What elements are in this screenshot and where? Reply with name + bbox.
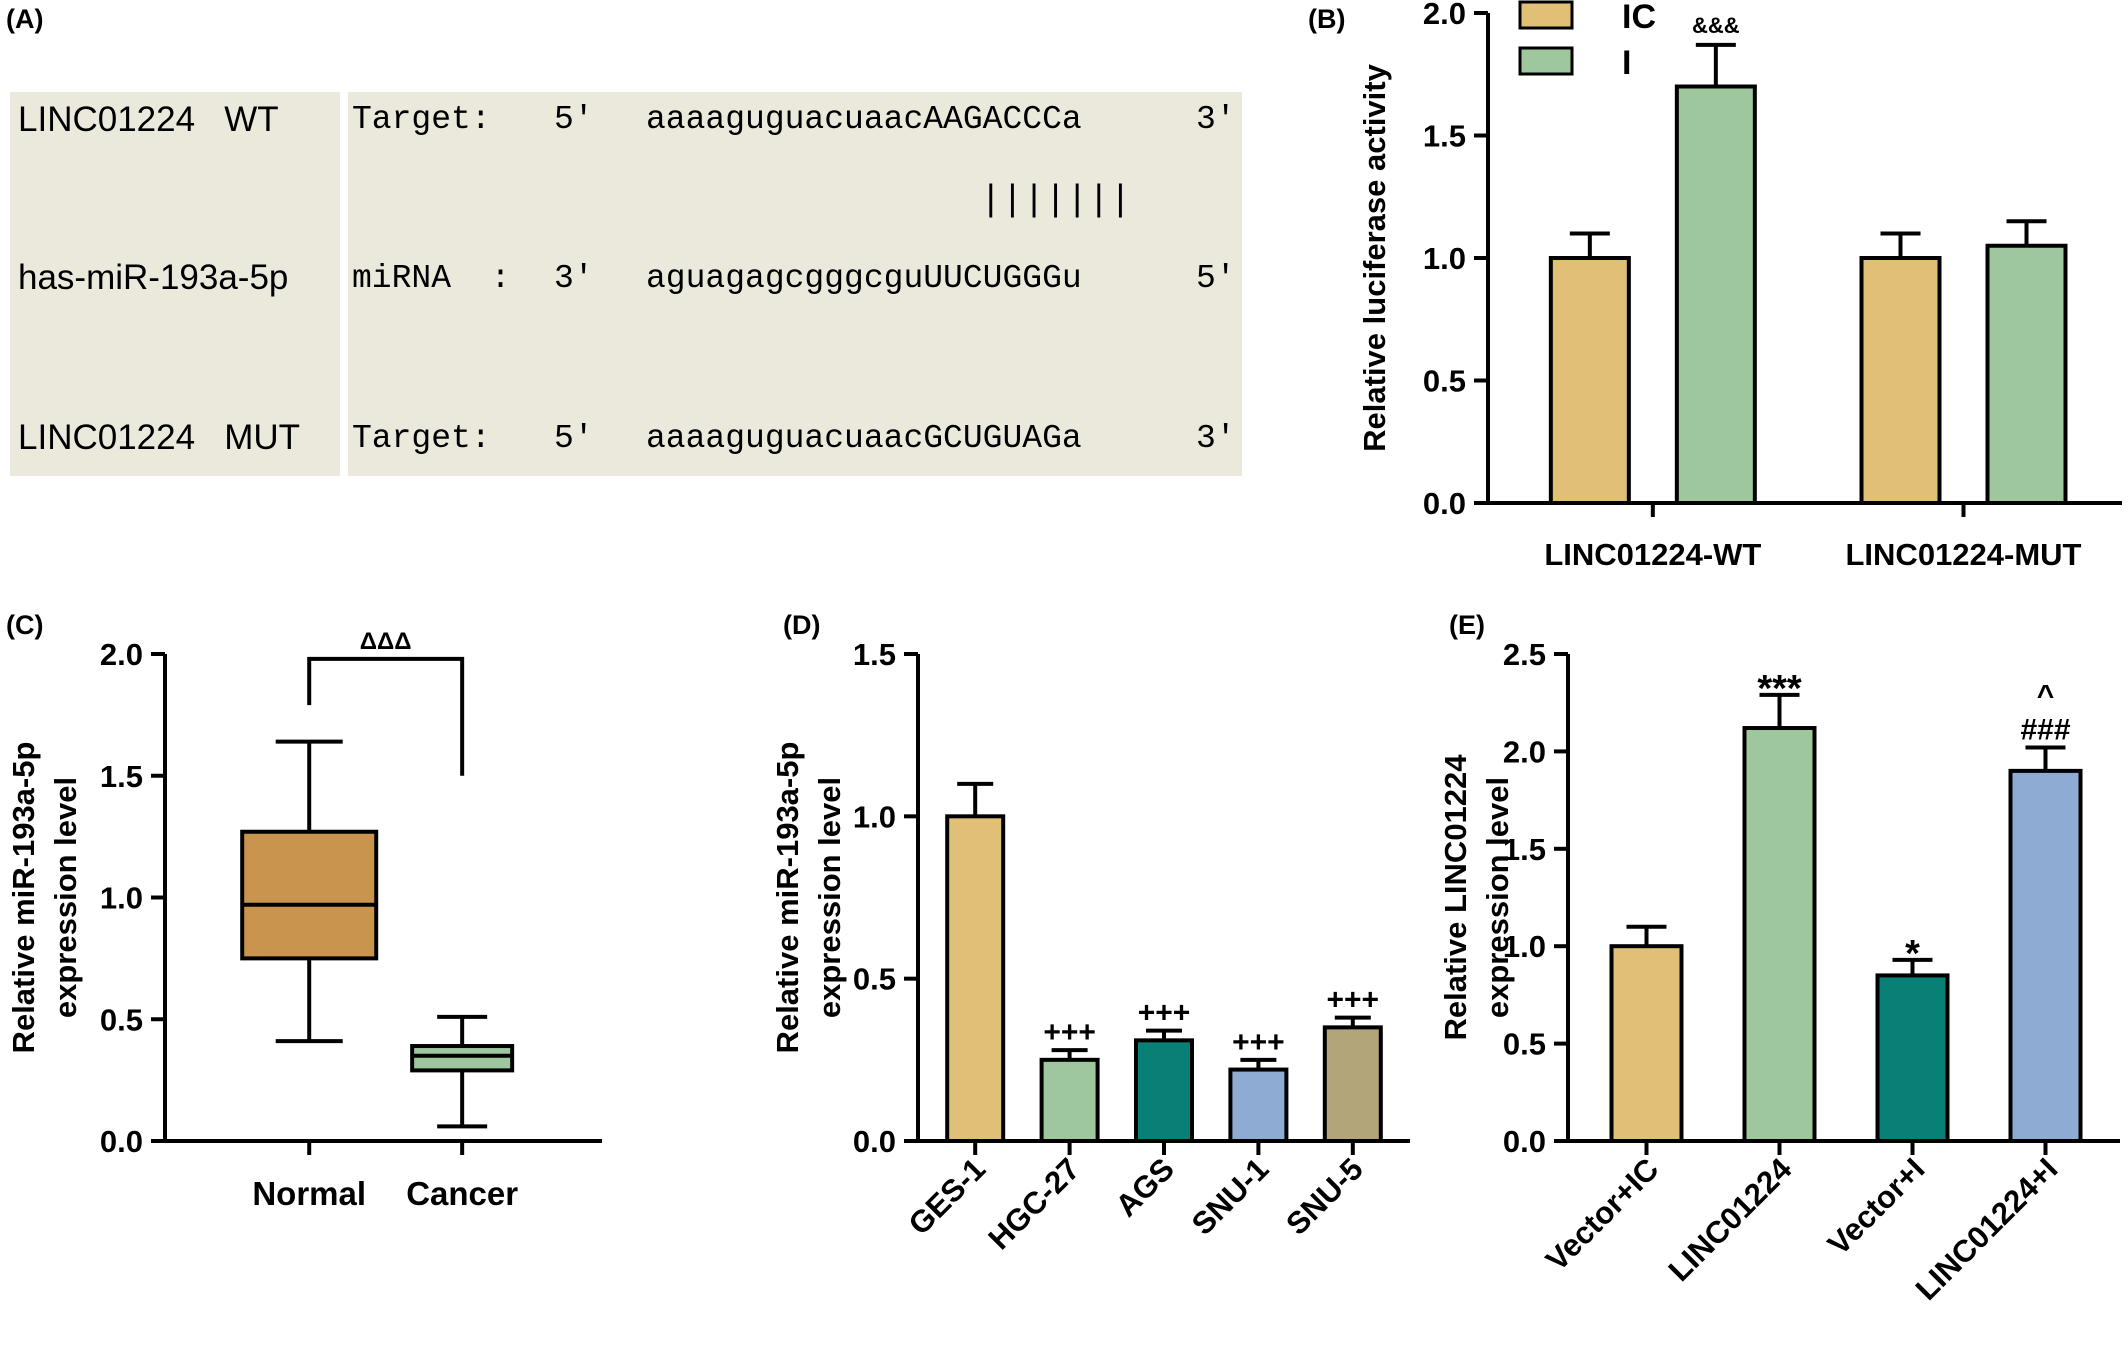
- significance-annotation: ###: [2020, 714, 2070, 747]
- box-0: [240, 829, 379, 961]
- y-tick-label: 0.5: [1423, 364, 1466, 399]
- significance-bracket: [307, 656, 465, 776]
- significance-annotation: +++: [1138, 997, 1191, 1030]
- y-tick-label: 2.0: [100, 637, 143, 672]
- y-axis-label: Relative luciferase activity: [1357, 63, 1392, 451]
- legend-swatch-i: [1518, 46, 1574, 76]
- x-tick-label: SNU-5: [1279, 1151, 1370, 1242]
- bar-i-0: [1674, 84, 1757, 505]
- bar-1: [1742, 726, 1817, 1144]
- bar-0: [945, 814, 1006, 1143]
- x-tick-label: GES-1: [902, 1151, 993, 1242]
- bar-2: [1134, 1038, 1194, 1143]
- seq-name-mut: LINC01224 MUT: [18, 418, 301, 457]
- legend-label-i: I: [1622, 44, 1631, 82]
- panel-label-b: (B): [1308, 4, 1346, 34]
- seq-end5-wt: 5': [554, 101, 594, 138]
- x-tick-label: SNU-1: [1185, 1151, 1276, 1242]
- bar-0: [1609, 944, 1684, 1144]
- y-tick-label: 0.5: [100, 1002, 143, 1037]
- y-axis-label-line-2: expression level: [1480, 777, 1515, 1018]
- y-tick-label: 2.0: [1503, 734, 1546, 769]
- significance-annotation: ΔΔΔ: [360, 628, 412, 655]
- y-tick-label: 1.0: [100, 881, 143, 916]
- x-tick-label: LINC01224-MUT: [1846, 537, 2082, 572]
- x-tick-label: AGS: [1109, 1151, 1181, 1223]
- seq-end3-mirna: 5': [1196, 260, 1236, 297]
- chart-e-linc-expression: 0.0 0.5 1.0 1.5 2.0 2.5 Relative LINC01224 expr…: [1440, 637, 2120, 1307]
- y-tick-label: 1.5: [853, 637, 896, 672]
- x-tick-label: LINC01224+I: [1909, 1151, 2065, 1307]
- y-tick-label: 2.5: [1503, 637, 1546, 672]
- significance-annotation: +++: [1327, 984, 1380, 1017]
- y-axis-label-line-1: Relative LINC01224: [1440, 754, 1473, 1041]
- seq-end3-mut: 3': [1196, 420, 1236, 457]
- y-tick-label: 0.5: [853, 962, 896, 997]
- box-1: [410, 1044, 515, 1073]
- y-axis-label-line-1: Relative miR-193a-5p: [770, 742, 805, 1054]
- x-tick-label: Normal: [252, 1175, 366, 1212]
- x-tick-label: HGC-27: [981, 1151, 1086, 1256]
- y-tick-label: 0.0: [1503, 1124, 1546, 1159]
- pairing-marks: |||||||: [980, 180, 1132, 221]
- panel-label-c: (C): [6, 610, 44, 640]
- bar-ic-0: [1548, 256, 1631, 505]
- y-axis-label-line-2: expression level: [812, 777, 847, 1018]
- sequence-alignment-panel: LINC01224 WT Target: 5' aaaaguguacuaacAA…: [10, 92, 1242, 476]
- y-tick-label: 1.0: [853, 799, 896, 834]
- significance-annotation: +++: [1232, 1026, 1285, 1059]
- y-tick-label: 0.5: [1503, 1027, 1546, 1062]
- legend-label-ic: IC: [1622, 0, 1656, 36]
- y-tick-label: 0.0: [100, 1124, 143, 1159]
- significance-annotation: ***: [1757, 668, 1802, 710]
- chart-c-boxplot: 0.0 0.5 1.0 1.5 2.0 Relative miR-193a-5p expre…: [6, 628, 602, 1212]
- seq-end5-mirna: 3': [554, 260, 594, 297]
- seq-name-wt: LINC01224 WT: [18, 100, 279, 139]
- panel-label-d: (D): [783, 610, 821, 640]
- seq-kind-mut: Target:: [352, 420, 491, 457]
- bar-i-1: [1985, 243, 2068, 505]
- seq-mut: aaaaguguacuaacGCUGUAGa: [646, 420, 1082, 457]
- x-tick-label: Cancer: [406, 1175, 518, 1212]
- seq-kind-mirna: miRNA :: [352, 260, 511, 297]
- seq-end3-wt: 3': [1196, 101, 1236, 138]
- y-tick-label: 1.0: [1503, 929, 1546, 964]
- chart-d-cell-lines: 0.0 0.5 1.0 1.5 Relative miR-193a-5p expressi…: [770, 637, 1410, 1256]
- y-tick-label: 1.5: [1423, 119, 1466, 154]
- x-tick-label: Vector+I: [1821, 1151, 1932, 1262]
- y-tick-label: 0.0: [1423, 486, 1466, 521]
- y-axis-label-line-1: Relative miR-193a-5p: [6, 742, 41, 1054]
- bar-3: [1228, 1067, 1289, 1143]
- y-tick-label: 1.5: [100, 759, 143, 794]
- legend-swatch-ic: [1518, 0, 1574, 30]
- seq-end5-mut: 5': [554, 420, 594, 457]
- seq-name-mirna: has-miR-193a-5p: [18, 258, 289, 297]
- seq-kind-wt: Target:: [352, 101, 491, 138]
- bar-2: [1875, 973, 1950, 1144]
- y-tick-label: 1.0: [1423, 241, 1466, 276]
- bar-ic-1: [1859, 256, 1942, 505]
- sequence-body-box: [348, 92, 1242, 476]
- y-tick-label: 2.0: [1423, 0, 1466, 31]
- x-tick-label: Vector+IC: [1539, 1151, 1665, 1277]
- x-tick-label: LINC01224-WT: [1544, 537, 1761, 572]
- seq-wt: aaaaguguacuaacAAGACCCa: [646, 101, 1082, 138]
- significance-annotation: +++: [1043, 1016, 1096, 1049]
- x-tick-label: LINC01224: [1662, 1151, 1799, 1288]
- panel-label-e: (E): [1449, 610, 1485, 640]
- sequence-names-box: [10, 92, 340, 476]
- bar-4: [1322, 1025, 1383, 1143]
- bar-3: [2008, 768, 2083, 1143]
- significance-annotation: &&&: [1692, 13, 1740, 38]
- panel-label-a: (A): [6, 4, 44, 34]
- chart-b-luciferase: 0.0 0.5 1.0 1.5 2.0 Relative luciferase activ…: [1357, 0, 2122, 572]
- bar-1: [1039, 1057, 1100, 1144]
- significance-annotation: ^: [2037, 680, 2055, 713]
- y-axis-label-line-2: expression level: [48, 777, 83, 1018]
- y-tick-label: 0.0: [853, 1124, 896, 1159]
- seq-mirna: aguagagcgggcguUUCUGGGu: [646, 260, 1082, 297]
- y-tick-label: 1.5: [1503, 832, 1546, 867]
- significance-annotation: *: [1905, 933, 1920, 975]
